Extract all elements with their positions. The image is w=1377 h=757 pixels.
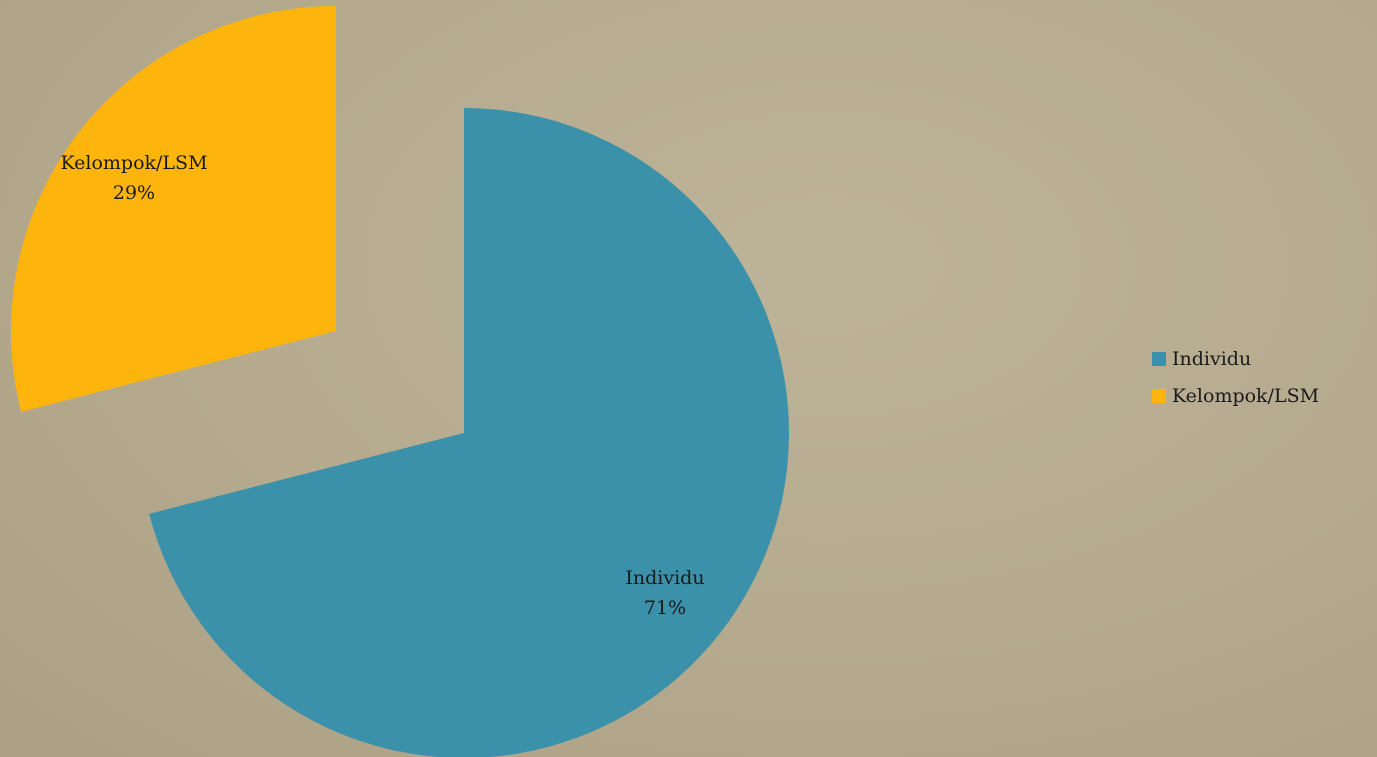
legend-label-individu: Individu [1172, 348, 1252, 370]
legend-label-kelompok-lsm: Kelompok/LSM [1172, 385, 1320, 407]
slice-value-individu: 71% [644, 597, 686, 619]
pie-slice-individu[interactable] [149, 108, 789, 757]
slice-label-individu: Individu [625, 567, 704, 589]
chart-legend: Individu Kelompok/LSM [1152, 346, 1319, 420]
slice-label-kelompok-lsm: Kelompok/LSM [60, 152, 207, 174]
legend-swatch-individu [1152, 352, 1166, 366]
pie-slice-kelompok-lsm[interactable] [10, 6, 337, 412]
slice-value-kelompok-lsm: 29% [113, 182, 155, 204]
legend-item-kelompok-lsm[interactable]: Kelompok/LSM [1152, 383, 1319, 409]
legend-item-individu[interactable]: Individu [1152, 346, 1319, 372]
legend-swatch-kelompok-lsm [1152, 389, 1166, 403]
